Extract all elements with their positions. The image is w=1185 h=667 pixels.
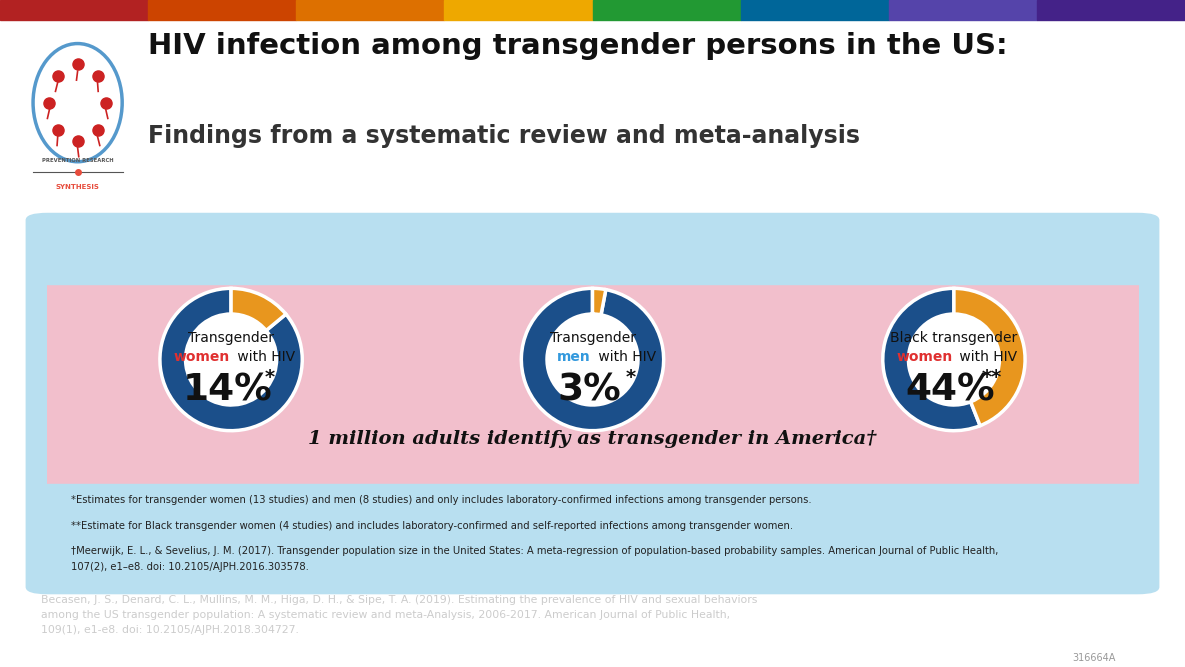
Text: †Meerwijk, E. L., & Sevelius, J. M. (2017). Transgender population size in the U: †Meerwijk, E. L., & Sevelius, J. M. (201… (71, 546, 999, 556)
Text: *: * (626, 368, 635, 388)
Wedge shape (883, 288, 980, 431)
Text: HIV infection among transgender persons in the US:: HIV infection among transgender persons … (148, 32, 1007, 60)
Text: Transgender: Transgender (550, 331, 635, 344)
Text: with HIV: with HIV (594, 350, 656, 364)
Text: 3%: 3% (557, 372, 621, 408)
Text: **: ** (982, 368, 1003, 388)
FancyBboxPatch shape (26, 213, 1159, 594)
Text: with HIV: with HIV (232, 350, 295, 364)
Text: 316664A: 316664A (1072, 653, 1116, 663)
Text: 1 million adults identify as transgender in America†: 1 million adults identify as transgender… (308, 430, 877, 448)
Text: *Estimates for transgender women (13 studies) and men (8 studies) and only inclu: *Estimates for transgender women (13 stu… (71, 495, 812, 505)
Text: PREVENTION RESEARCH: PREVENTION RESEARCH (41, 158, 114, 163)
Circle shape (909, 314, 999, 405)
Text: women: women (173, 350, 230, 364)
Text: Transgender: Transgender (188, 331, 274, 344)
Circle shape (547, 314, 638, 405)
Circle shape (186, 314, 276, 405)
Text: women: women (896, 350, 953, 364)
Text: with HIV: with HIV (955, 350, 1018, 364)
Text: Black transgender: Black transgender (890, 331, 1018, 344)
Wedge shape (521, 288, 664, 431)
Wedge shape (954, 288, 1025, 426)
Text: SYNTHESIS: SYNTHESIS (56, 184, 100, 190)
Text: 44%: 44% (905, 372, 995, 408)
Text: Findings from a systematic review and meta-analysis: Findings from a systematic review and me… (148, 124, 860, 148)
Text: *: * (264, 368, 274, 388)
Wedge shape (160, 288, 302, 431)
Wedge shape (592, 288, 606, 315)
Text: Becasen, J. S., Denard, C. L., Mullins, M. M., Higa, D. H., & Sipe, T. A. (2019): Becasen, J. S., Denard, C. L., Mullins, … (41, 594, 758, 635)
Wedge shape (231, 288, 286, 331)
Text: **Estimate for Black transgender women (4 studies) and includes laboratory-confi: **Estimate for Black transgender women (… (71, 520, 793, 530)
Text: CDC.GOV: CDC.GOV (1038, 598, 1185, 631)
Text: 14%: 14% (182, 372, 273, 408)
Text: men: men (557, 350, 591, 364)
Text: 107(2), e1–e8. doi: 10.2105/AJPH.2016.303578.: 107(2), e1–e8. doi: 10.2105/AJPH.2016.30… (71, 562, 309, 572)
